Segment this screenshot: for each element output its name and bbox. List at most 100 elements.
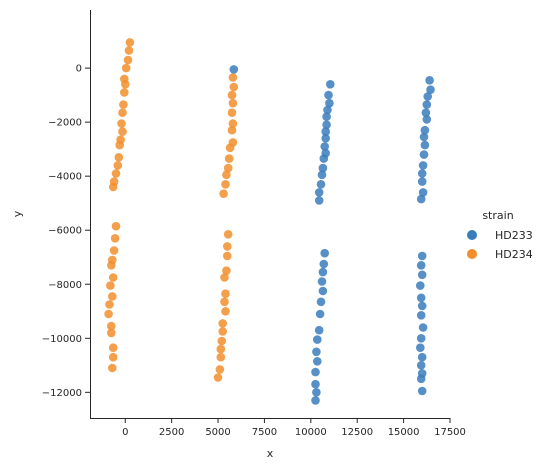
point-hd234-30 bbox=[221, 180, 230, 189]
x-tick-label: 15000 bbox=[388, 427, 420, 438]
point-hd233-25 bbox=[420, 140, 430, 150]
point-hd233-39 bbox=[314, 325, 324, 335]
point-hd233-17 bbox=[425, 76, 434, 85]
point-hd233-7 bbox=[321, 127, 331, 136]
point-hd234-14 bbox=[113, 161, 123, 170]
point-hd234-46 bbox=[108, 363, 117, 373]
point-hd233-2 bbox=[324, 90, 333, 100]
point-hd233-28 bbox=[417, 169, 427, 178]
point-hd233-58 bbox=[416, 361, 426, 370]
point-hd234-60 bbox=[215, 365, 225, 374]
x-tick-label: 5000 bbox=[205, 427, 230, 438]
x-tick-label: 0 bbox=[122, 427, 128, 438]
point-hd233-32 bbox=[320, 248, 330, 258]
point-hd234-57 bbox=[217, 336, 227, 346]
point-hd234-55 bbox=[218, 319, 227, 328]
y-tick-label: −10000 bbox=[42, 334, 82, 345]
legend-label-hd234: HD234 bbox=[495, 248, 533, 261]
point-hd234-0 bbox=[125, 38, 135, 47]
y-tick-label: −4000 bbox=[48, 172, 82, 183]
point-hd234-33 bbox=[110, 234, 120, 243]
point-hd234-26 bbox=[225, 143, 235, 153]
point-hd233-50 bbox=[416, 281, 425, 290]
point-hd233-49 bbox=[417, 270, 427, 280]
legend-label-hd233: HD233 bbox=[495, 229, 533, 242]
point-hd233-40 bbox=[313, 335, 322, 344]
point-hd234-8 bbox=[118, 108, 127, 117]
x-ticks: 0 2500 5000 7500 10000 12500 15000 17500 bbox=[122, 418, 466, 438]
point-hd233-61 bbox=[417, 386, 427, 396]
points-layer bbox=[104, 38, 435, 405]
point-hd234-59 bbox=[216, 352, 226, 362]
point-hd233-60 bbox=[416, 374, 426, 384]
y-tick-label: −2000 bbox=[48, 118, 82, 129]
point-hd233-20 bbox=[422, 100, 432, 109]
point-hd233-24 bbox=[419, 132, 429, 142]
point-hd233-8 bbox=[321, 134, 331, 143]
point-hd233-31 bbox=[416, 194, 426, 204]
point-hd233-27 bbox=[418, 161, 428, 170]
point-hd234-53 bbox=[220, 297, 229, 307]
point-hd234-9 bbox=[117, 119, 126, 128]
point-hd233-4 bbox=[323, 105, 332, 115]
point-hd234-5 bbox=[121, 80, 130, 89]
point-hd234-6 bbox=[120, 88, 129, 97]
point-hd233-43 bbox=[311, 367, 320, 377]
point-hd234-19 bbox=[229, 82, 239, 92]
y-tick-label: −12000 bbox=[42, 388, 82, 399]
legend-marker-hd234 bbox=[467, 249, 477, 259]
point-hd233-9 bbox=[320, 142, 330, 151]
point-hd234-20 bbox=[227, 90, 237, 100]
point-hd233-55 bbox=[416, 334, 426, 343]
point-hd234-2 bbox=[123, 55, 133, 65]
legend: strain HD233 HD234 bbox=[467, 209, 533, 261]
y-ticks: 0 −2000 −4000 −6000 −8000 −10000 −12000 bbox=[42, 64, 90, 399]
point-hd233-26 bbox=[419, 150, 429, 159]
point-hd234-42 bbox=[107, 321, 116, 331]
point-hd234-21 bbox=[228, 98, 238, 108]
x-tick-label: 2500 bbox=[159, 427, 184, 438]
point-hd233-13 bbox=[317, 170, 327, 180]
point-hd234-51 bbox=[220, 273, 229, 282]
point-hd233-47 bbox=[417, 251, 427, 261]
y-axis-label: y bbox=[11, 210, 24, 217]
point-hd233-41 bbox=[312, 347, 321, 357]
point-hd233-52 bbox=[417, 301, 427, 311]
point-hd234-45 bbox=[108, 352, 118, 362]
point-hd234-52 bbox=[221, 289, 230, 299]
point-hd234-28 bbox=[223, 163, 233, 173]
point-hd234-44 bbox=[108, 343, 118, 353]
point-hd233-46 bbox=[311, 396, 320, 405]
point-hd233-37 bbox=[316, 297, 326, 307]
point-hd234-61 bbox=[213, 373, 223, 382]
point-hd233-36 bbox=[318, 286, 328, 296]
point-hd234-3 bbox=[121, 63, 131, 73]
point-hd233-44 bbox=[311, 379, 320, 389]
point-hd233-18 bbox=[426, 85, 435, 94]
y-tick-label: −6000 bbox=[48, 226, 82, 237]
x-tick-label: 7500 bbox=[252, 427, 277, 438]
point-hd233-12 bbox=[318, 163, 328, 173]
point-hd233-22 bbox=[422, 115, 432, 124]
point-hd233-45 bbox=[312, 388, 321, 397]
point-hd233-11 bbox=[319, 154, 329, 163]
point-hd233-30 bbox=[418, 188, 428, 197]
point-hd234-43 bbox=[107, 328, 116, 338]
point-hd234-41 bbox=[104, 309, 113, 319]
point-hd233-21 bbox=[421, 108, 431, 117]
point-hd234-54 bbox=[221, 307, 230, 316]
point-hd233-15 bbox=[314, 188, 324, 197]
point-hd234-24 bbox=[227, 125, 237, 135]
point-hd233-54 bbox=[418, 323, 428, 332]
point-hd234-36 bbox=[107, 261, 116, 270]
point-hd234-10 bbox=[118, 127, 127, 136]
point-hd233-29 bbox=[417, 177, 427, 186]
point-hd233-57 bbox=[417, 352, 427, 362]
x-tick-label: 17500 bbox=[434, 427, 466, 438]
point-hd234-1 bbox=[124, 46, 134, 55]
point-hd233-5 bbox=[322, 112, 331, 121]
point-hd234-29 bbox=[222, 170, 231, 180]
point-hd234-49 bbox=[223, 251, 232, 261]
point-hd234-37 bbox=[108, 273, 118, 282]
point-hd234-48 bbox=[223, 242, 232, 251]
